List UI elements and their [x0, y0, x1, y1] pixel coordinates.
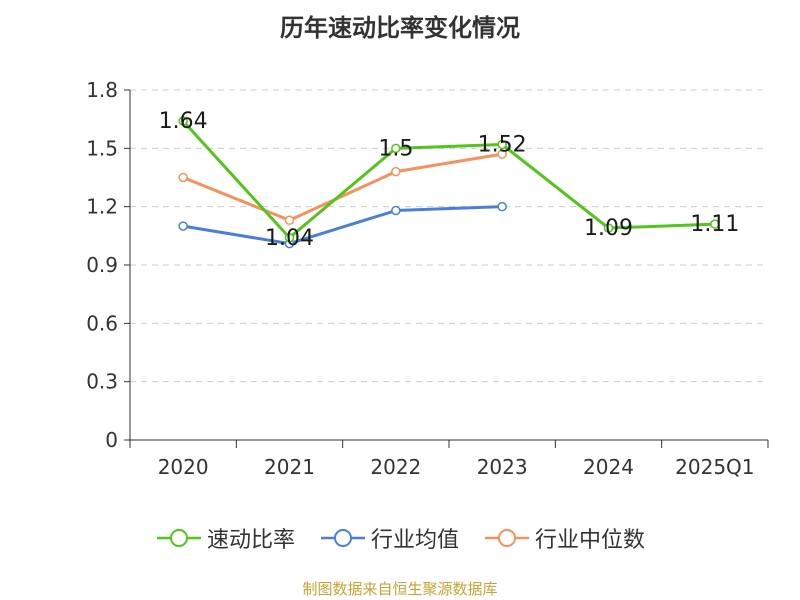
- legend-item-industry-average[interactable]: 行业均值: [319, 522, 459, 554]
- chart-title: 历年速动比率变化情况: [280, 14, 520, 42]
- legend-label-industry-average: 行业均值: [370, 528, 459, 553]
- data-label: 1.64: [159, 109, 208, 134]
- series-line: [182, 152, 503, 222]
- data-point: [391, 143, 401, 154]
- data-point: [391, 205, 401, 216]
- y-tick-label: 0: [105, 428, 118, 452]
- legend-marker: [498, 529, 516, 547]
- legend-label-industry-median: 行业中位数: [535, 528, 646, 553]
- series-line: [182, 205, 503, 246]
- data-point: [284, 233, 295, 243]
- legend-swatch-industry-average: [320, 529, 365, 547]
- data-point: [178, 172, 188, 183]
- data-point: [178, 116, 188, 126]
- data-point: [391, 166, 401, 177]
- y-tick-label: 0.9: [86, 253, 118, 277]
- data-label: 1.5: [378, 136, 413, 161]
- data-label: 1.11: [690, 212, 739, 237]
- legend-label-quick-ratio: 速动比率: [206, 528, 295, 553]
- y-tick-label: 0.6: [86, 311, 118, 335]
- legend-item-industry-median[interactable]: 行业中位数: [483, 522, 645, 554]
- data-label: 1.04: [265, 226, 314, 251]
- data-point: [603, 223, 614, 233]
- data-label: 1.52: [478, 132, 527, 157]
- series-line: [182, 120, 715, 240]
- x-tick-label: 2020: [158, 455, 209, 479]
- data-label: 1.09: [584, 216, 633, 241]
- legend-swatch-quick-ratio: [156, 529, 201, 547]
- data-source-note: 制图数据来自恒生聚源数据库: [302, 580, 498, 598]
- x-tick-label: 2025Q1: [675, 455, 754, 479]
- legend-item-quick-ratio[interactable]: 速动比率: [155, 522, 295, 554]
- data-point: [284, 215, 295, 226]
- data-point: [497, 201, 507, 212]
- x-tick-label: 2023: [477, 455, 528, 479]
- y-tick-label: 1.8: [86, 78, 118, 102]
- y-tick-label: 0.3: [86, 370, 118, 394]
- y-tick-label: 1.2: [86, 195, 118, 219]
- data-point: [497, 139, 507, 150]
- data-point: [497, 149, 507, 159]
- x-tick-label: 2022: [370, 455, 421, 479]
- data-point: [710, 219, 720, 229]
- x-tick-label: 2021: [264, 455, 315, 479]
- legend-swatch-industry-median: [485, 529, 529, 547]
- x-tick-label: 2024: [583, 455, 634, 479]
- legend: 速动比率 行业均值 行业中位数: [0, 518, 800, 558]
- data-point: [178, 221, 188, 231]
- legend-marker: [169, 529, 188, 547]
- legend-marker: [333, 529, 352, 547]
- y-tick-label: 1.5: [86, 136, 118, 160]
